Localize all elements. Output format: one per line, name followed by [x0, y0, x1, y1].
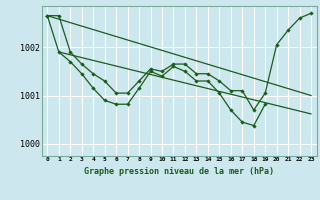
X-axis label: Graphe pression niveau de la mer (hPa): Graphe pression niveau de la mer (hPa)	[84, 167, 274, 176]
